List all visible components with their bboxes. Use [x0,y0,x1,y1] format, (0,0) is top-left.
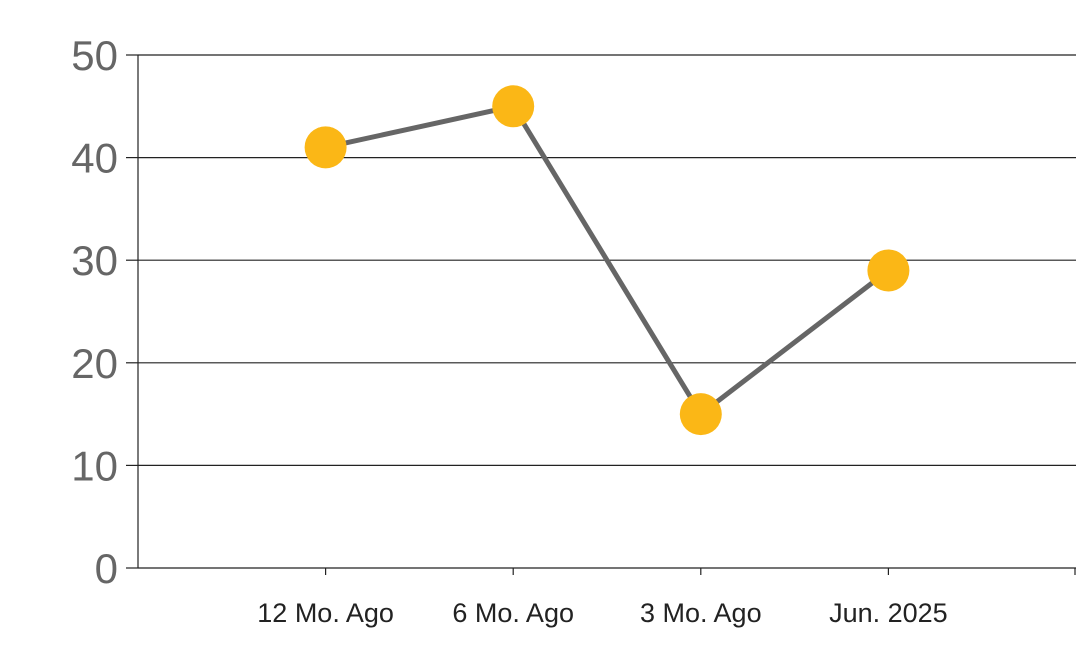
data-point-0 [304,126,347,169]
x-tick-label-0: 12 Mo. Ago [257,598,394,628]
data-point-3 [867,249,910,292]
y-tick-label-0: 0 [95,545,118,592]
y-axis-tick-labels: 0 10 20 30 40 50 [71,32,118,592]
x-tick-label-3: Jun. 2025 [829,598,948,628]
axes [126,54,1076,575]
y-tick-label-50: 50 [71,32,118,79]
y-tick-label-40: 40 [71,135,118,182]
x-tick-label-1: 6 Mo. Ago [452,598,574,628]
series-line-0 [323,103,891,417]
data-point-1 [492,85,535,128]
y-tick-label-30: 30 [71,237,118,284]
data-point-2 [679,393,722,436]
y-tick-label-20: 20 [71,340,118,387]
y-tick-label-10: 10 [71,442,118,489]
x-tick-label-2: 3 Mo. Ago [640,598,762,628]
data-series [304,85,910,436]
x-axis-tick-labels: 12 Mo. Ago 6 Mo. Ago 3 Mo. Ago Jun. 2025 [257,598,947,628]
